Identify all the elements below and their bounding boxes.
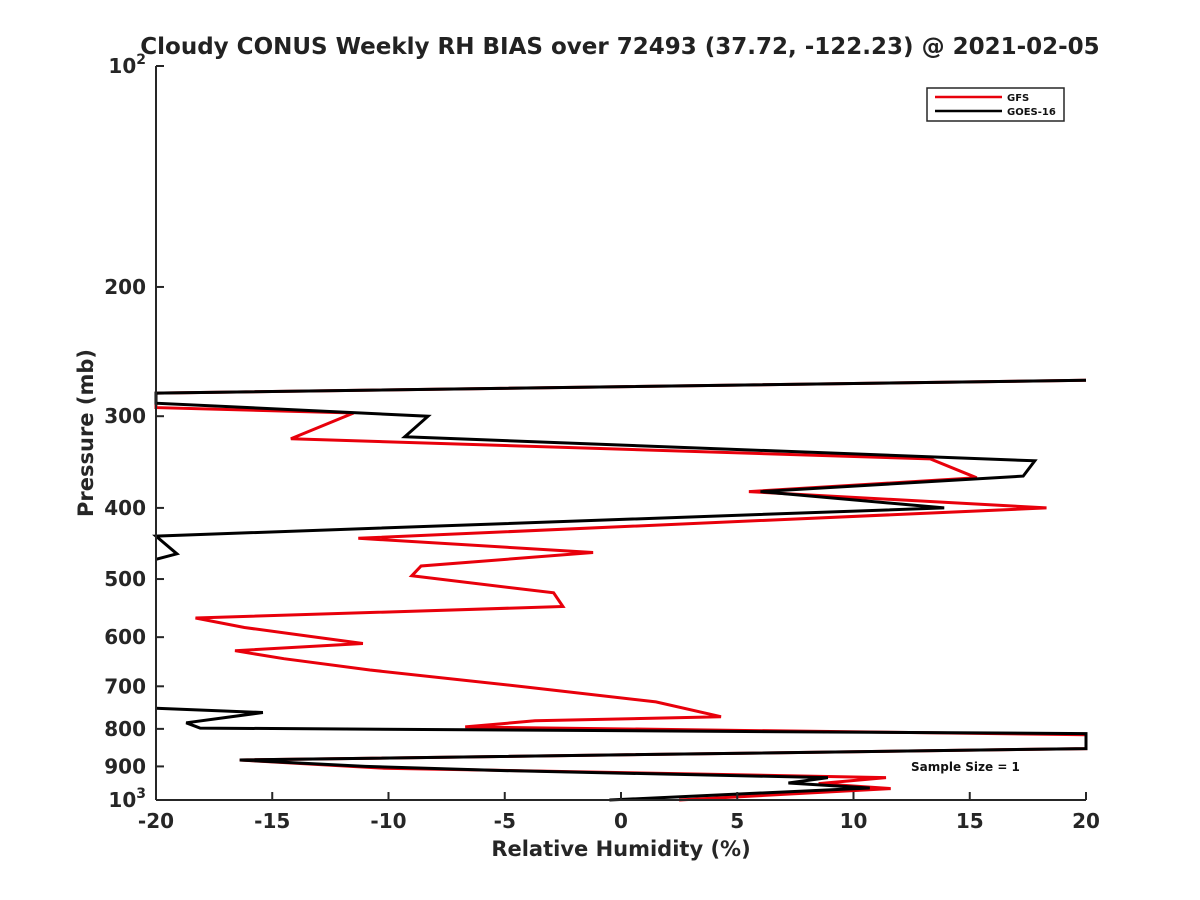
x-ticks: -20 -15 -10 -5 0 5 10 15 20 [138, 792, 1100, 833]
x-tick-label: 15 [956, 809, 984, 833]
series-layer [152, 378, 1088, 802]
y-tick-label: 300 [104, 404, 146, 428]
y-tick-label: 900 [104, 754, 146, 778]
legend-box [926, 87, 1065, 122]
y-tick-label: 800 [104, 717, 146, 741]
y-tick-label: 400 [104, 496, 146, 520]
x-tick-label: -5 [494, 809, 516, 833]
y-tick-label: 200 [104, 275, 146, 299]
plot-area: -20 -15 -10 -5 0 5 10 15 20 102 200 300 400 500 600 70… [104, 52, 1100, 833]
legend-label-goes16: GOES-16 [1007, 107, 1056, 118]
x-tick-label: -15 [254, 809, 290, 833]
y-axis-label: Pressure (mb) [74, 349, 98, 517]
x-tick-label: 20 [1072, 809, 1100, 833]
series-line-goes-16-1 [152, 378, 1087, 561]
y-tick-label: 700 [104, 674, 146, 698]
series-line-gfs-0 [154, 378, 1088, 802]
sample-size-annotation: Sample Size = 1 [911, 760, 1020, 774]
legend-label-gfs: GFS [1007, 93, 1029, 104]
x-tick-label: 10 [840, 809, 868, 833]
legend: GFS GOES-16 [926, 87, 1065, 122]
y-tick-label: 103 [108, 786, 146, 812]
x-tick-label: -10 [370, 809, 406, 833]
y-tick-label: 500 [104, 567, 146, 591]
x-tick-label: -20 [138, 809, 174, 833]
chart-title: Cloudy CONUS Weekly RH BIAS over 72493 (… [140, 34, 1099, 60]
x-axis-label: Relative Humidity (%) [491, 837, 750, 861]
y-tick-label: 102 [108, 52, 146, 78]
y-ticks: 102 200 300 400 500 600 700 800 900 103 [104, 52, 164, 812]
x-tick-label: 5 [730, 809, 744, 833]
x-tick-label: 0 [614, 809, 628, 833]
series-line-goes-16-2 [155, 706, 1088, 802]
y-tick-label: 600 [104, 625, 146, 649]
